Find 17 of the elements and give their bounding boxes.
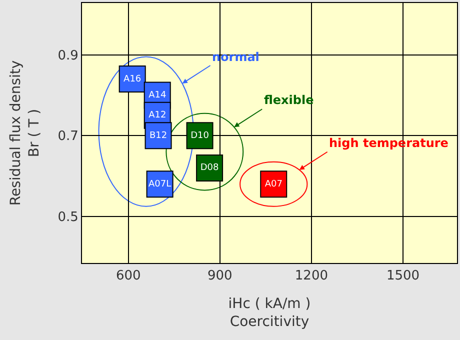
y-axis-title: Residual flux density Br ( T ) [8, 60, 42, 206]
data-label: B12 [149, 130, 168, 141]
data-label: A12 [148, 110, 166, 121]
y-tick-label: 0.7 [58, 129, 78, 144]
y-tick-label: 0.5 [58, 210, 78, 226]
data-label: A07 [264, 179, 282, 190]
data-label: A14 [148, 90, 166, 100]
data-label: D10 [190, 130, 210, 141]
y-tick-label: 0.9 [58, 48, 78, 64]
data-label: A16 [124, 74, 142, 84]
x-axis-title: iHc ( kA/m ) Coercitivity [228, 296, 311, 330]
x-tick-label: 1500 [386, 268, 420, 284]
data-label: D08 [200, 163, 219, 174]
x-tick-label: 600 [116, 268, 141, 284]
data-label: A07L [148, 179, 172, 190]
x-tick-label: 1200 [294, 268, 328, 284]
x-tick-label: 900 [208, 268, 232, 284]
